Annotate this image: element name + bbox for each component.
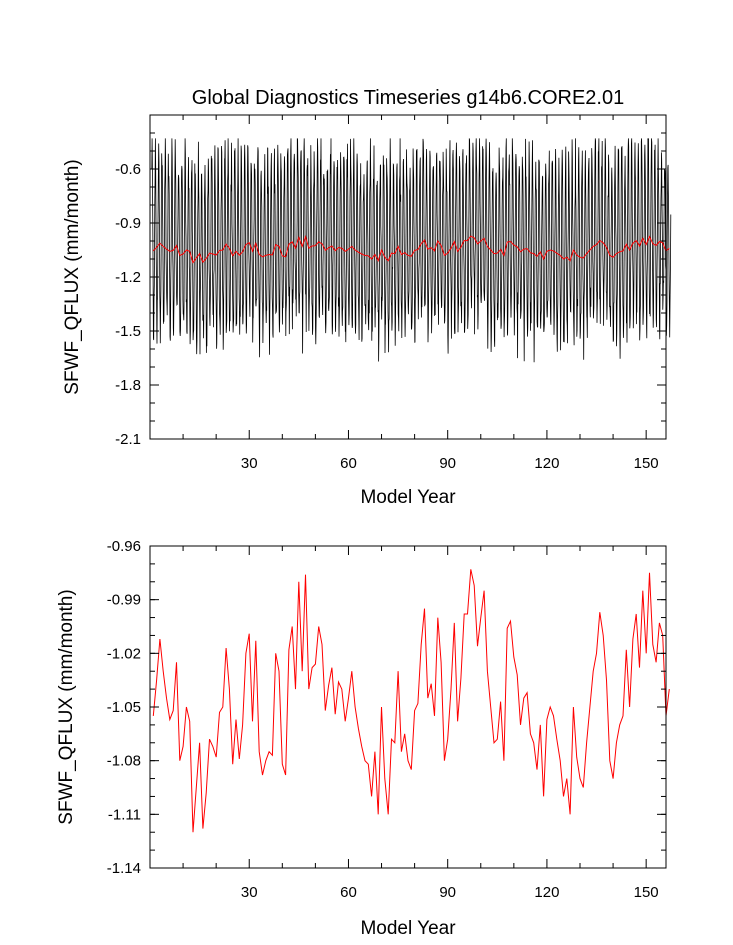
x-axis-label: Model Year (360, 918, 456, 939)
x-tick-label: 150 (634, 455, 659, 472)
series-annual (152, 569, 670, 833)
y-tick-label: -2.1 (115, 431, 141, 448)
annual-mean-line (152, 569, 670, 833)
y-axis-label: SFWF_QFLUX (mm/month) (62, 159, 83, 394)
x-axis: 30 60 90 120 150 (182, 115, 659, 472)
y-tick-label: -1.11 (108, 806, 141, 823)
x-tick-label: 90 (439, 884, 456, 901)
y-tick-label: -1.02 (107, 645, 141, 662)
chart-bottom: 30 60 90 120 150 -1.14 -1.11 -1.08 -1.05 -1.02 -0… (56, 538, 670, 939)
x-tick-label: 60 (340, 884, 357, 901)
chart-top: Global Diagnostics Timeseries g14b6.CORE… (62, 87, 672, 508)
monthly-line (151, 138, 672, 363)
y-axis: -1.14 -1.11 -1.08 -1.05 -1.02 -0.99 -0.96 (107, 538, 666, 877)
annual-mean-line (152, 235, 670, 264)
y-tick-label: -1.08 (107, 753, 141, 770)
x-axis-label: Model Year (360, 487, 456, 508)
y-axis-label: SFWF_QFLUX (mm/month) (56, 589, 77, 824)
x-tick-label: 120 (534, 455, 559, 472)
y-tick-label: -1.14 (107, 860, 141, 877)
y-tick-label: -0.99 (107, 592, 141, 609)
x-tick-label: 60 (340, 455, 357, 472)
x-tick-label: 150 (634, 884, 659, 901)
chart-title: Global Diagnostics Timeseries g14b6.CORE… (192, 87, 624, 109)
y-tick-label: -1.2 (115, 269, 141, 286)
y-tick-label: -0.6 (115, 161, 141, 178)
plot-frame (149, 545, 667, 869)
x-tick-label: 30 (241, 455, 258, 472)
y-tick-label: -1.05 (107, 699, 141, 716)
y-tick-label: -0.96 (107, 538, 141, 555)
series-monthly (151, 138, 672, 363)
x-tick-label: 90 (439, 455, 456, 472)
y-axis: -2.1 -1.8 -1.5 -1.2 -0.9 -0.6 (115, 114, 666, 448)
x-tick-label: 30 (241, 884, 258, 901)
x-axis: 30 60 90 120 150 (182, 546, 659, 901)
y-tick-label: -1.8 (115, 377, 141, 394)
series-annual (152, 235, 670, 264)
y-tick-label: -1.5 (115, 323, 141, 340)
x-tick-label: 120 (534, 884, 559, 901)
y-tick-label: -0.9 (115, 215, 141, 232)
